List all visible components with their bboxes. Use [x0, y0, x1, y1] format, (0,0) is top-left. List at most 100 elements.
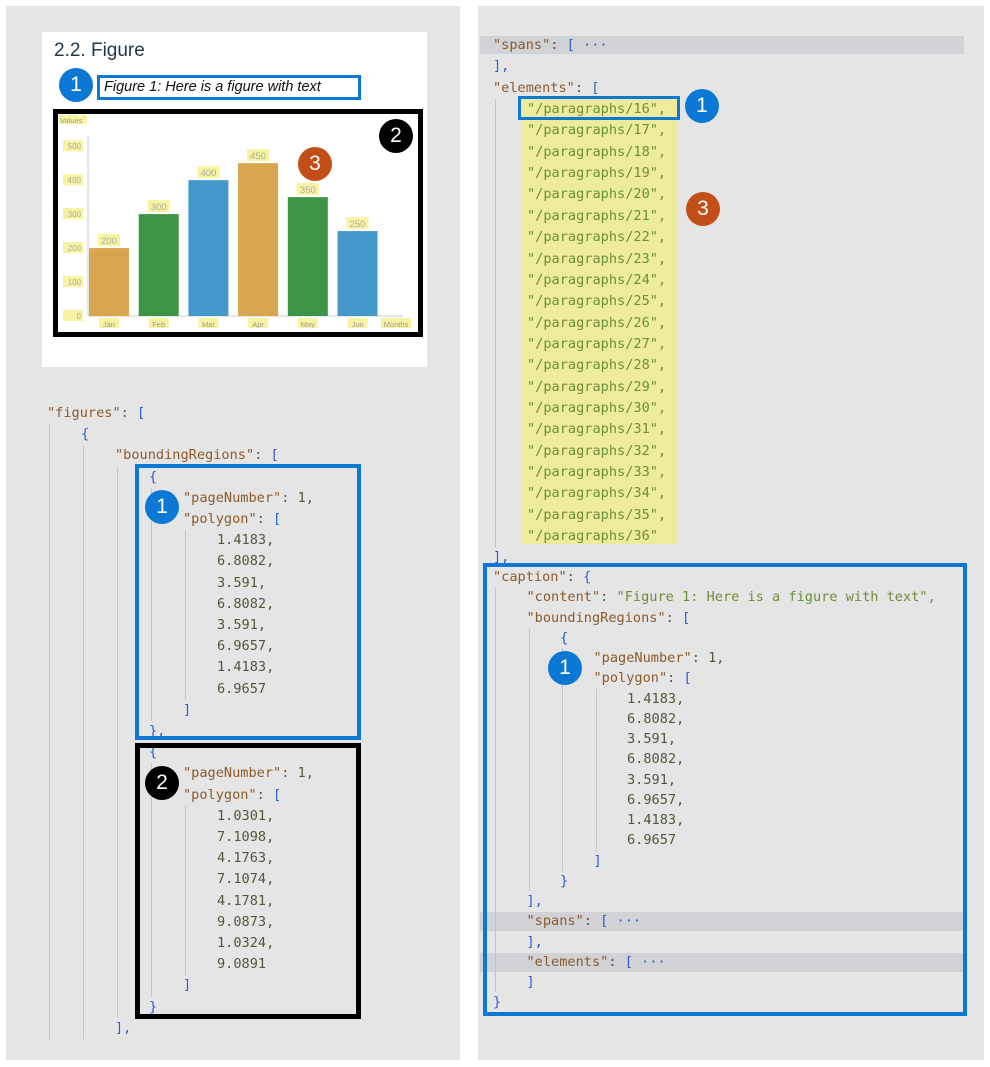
- code-line: "polygon": [: [593, 670, 692, 687]
- code-line: 1.4183,: [627, 690, 685, 707]
- data-label: 250: [350, 219, 366, 230]
- code-line: "figures": [: [47, 405, 146, 421]
- indent-guide: [595, 688, 597, 851]
- x-axis-label: Months: [384, 320, 409, 329]
- indent-guide: [528, 627, 530, 891]
- y-tick-label: 200: [68, 244, 82, 253]
- code-line: "/paragraphs/27",: [527, 335, 667, 352]
- badge-1-caption: 1: [59, 68, 93, 102]
- y-tick-highlight: [63, 242, 83, 254]
- code-line: },: [149, 723, 166, 739]
- data-label: 350: [300, 185, 316, 196]
- ylabel-highlight: [59, 115, 87, 124]
- code-line: "/paragraphs/29",: [527, 378, 667, 395]
- code-line: 6.9657: [627, 832, 677, 849]
- code-line: 1.0324,: [217, 935, 275, 951]
- y-tick-label: 400: [68, 176, 82, 185]
- code-line: ],: [493, 549, 510, 566]
- code-line: "/paragraphs/23",: [527, 250, 667, 267]
- code-line: 1.0301,: [217, 807, 275, 824]
- code-line: "/paragraphs/19",: [527, 165, 667, 182]
- y-tick-highlight: [63, 208, 83, 220]
- code-line: 3.591,: [627, 731, 677, 747]
- collapsed-row-spans: [480, 36, 964, 54]
- code-line: 9.0891: [217, 956, 267, 973]
- code-line: }: [149, 998, 158, 1015]
- collapsed-row-caption-elements: [480, 953, 964, 972]
- code-line: {: [149, 744, 158, 761]
- figure-frame: Values 0 100 200 300 400 500 200 Jan 300 Feb 400 Mar…: [53, 109, 423, 337]
- code-line: "/paragraphs/36": [527, 528, 658, 545]
- code-line: "/paragraphs/26",: [527, 314, 667, 331]
- data-label: 200: [101, 236, 117, 247]
- code-line: ]: [183, 977, 192, 994]
- x-tick-highlight: [99, 318, 119, 328]
- code-line: }: [560, 872, 569, 889]
- x-tick-label: Jan: [103, 320, 115, 329]
- code-line: ],: [115, 1019, 132, 1036]
- bar-may: [287, 197, 328, 316]
- badge-1-caption-region: 1: [548, 651, 582, 685]
- annotation-box-caption-region: [135, 464, 361, 740]
- indent-guide: [185, 530, 186, 700]
- code-line: "/paragraphs/24",: [527, 271, 667, 288]
- indent-guide: [495, 99, 496, 548]
- code-line: 3.591,: [627, 771, 677, 788]
- code-line: 7.1074,: [217, 871, 275, 888]
- code-line: "/paragraphs/16",: [527, 101, 667, 118]
- data-label-highlight: [346, 217, 369, 230]
- code-line: 6.8082,: [627, 710, 685, 727]
- x-tick-label: Feb: [152, 320, 165, 329]
- code-line: "/paragraphs/21",: [527, 207, 667, 224]
- x-tick-highlight: [248, 318, 269, 328]
- code-line: 3.591,: [217, 617, 267, 633]
- data-label-highlight: [147, 200, 170, 213]
- code-line: 4.1781,: [217, 892, 275, 909]
- badge-3-figure-content: 3: [298, 147, 332, 181]
- y-tick-label: 100: [68, 278, 82, 287]
- code-line: 6.9657: [217, 680, 267, 697]
- code-line: 7.1098,: [217, 829, 275, 845]
- y-tick-label: 300: [68, 210, 82, 219]
- code-line: "/paragraphs/34",: [527, 485, 667, 502]
- code-line: }: [493, 994, 502, 1011]
- code-line: "/paragraphs/33",: [527, 464, 667, 480]
- x-tick-highlight: [347, 318, 368, 328]
- code-line: "polygon": [: [183, 786, 282, 803]
- annotation-box-first-element: [518, 96, 680, 120]
- bar-chart: Values 0 100 200 300 400 500 200 Jan 300 Feb 400 Mar…: [59, 115, 411, 329]
- y-tick-highlight: [63, 276, 83, 288]
- code-line: ],: [493, 58, 510, 75]
- code-line: "boundingRegions": [: [115, 447, 279, 464]
- code-line: 4.1763,: [217, 850, 275, 867]
- data-label-highlight: [296, 183, 319, 196]
- code-line: "pageNumber": 1,: [593, 650, 725, 666]
- indent-guide: [151, 487, 152, 721]
- bar-feb: [138, 214, 179, 316]
- y-axis-label: Values: [60, 116, 83, 125]
- data-label: 400: [200, 168, 216, 179]
- code-line: "/paragraphs/35",: [527, 506, 667, 523]
- code-line: 6.8082,: [627, 751, 685, 768]
- annotation-box-figure-region: [135, 743, 361, 1019]
- section-heading: 2.2. Figure: [54, 40, 145, 61]
- y-tick-label: 500: [68, 142, 82, 151]
- code-line: "/paragraphs/22",: [527, 229, 667, 246]
- y-tick-highlight: [63, 174, 83, 186]
- badge-1-elements: 1: [685, 89, 719, 123]
- collapsed-row-caption-spans: [480, 912, 964, 931]
- code-line: 1.4183,: [217, 532, 275, 549]
- code-line: "polygon": [: [183, 511, 282, 527]
- code-line: 6.9657,: [217, 638, 275, 655]
- code-line: "caption": {: [493, 569, 592, 585]
- indent-guide: [562, 648, 563, 871]
- y-tick-highlight: [63, 310, 83, 321]
- x-tick-label: May: [301, 320, 315, 329]
- indent-guide: [151, 763, 152, 997]
- bar-mar: [188, 180, 229, 316]
- code-line: "/paragraphs/20",: [527, 186, 667, 203]
- indent-guide: [117, 466, 118, 1018]
- code-line: "/paragraphs/25",: [527, 293, 667, 310]
- code-line: "/paragraphs/32",: [527, 442, 667, 459]
- code-line: "elements": [: [493, 79, 600, 96]
